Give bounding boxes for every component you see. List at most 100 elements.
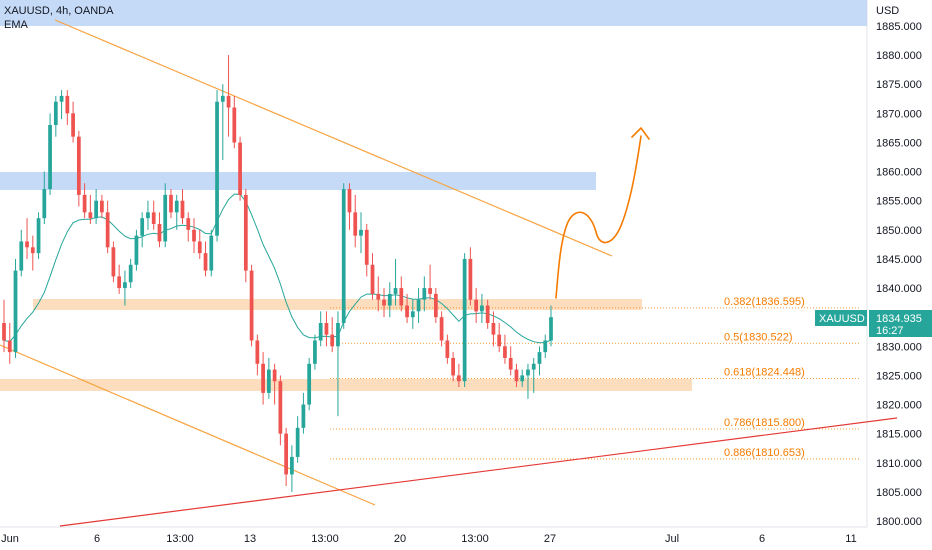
candle[interactable]: [330, 317, 335, 353]
support-zone-upper[interactable]: [33, 299, 642, 310]
candle[interactable]: [2, 299, 6, 353]
ascending-trendline-support[interactable]: [59, 417, 898, 527]
candle[interactable]: [255, 334, 260, 376]
candle[interactable]: [249, 264, 254, 347]
symbol-title[interactable]: XAUUSD, 4h, OANDA: [4, 5, 114, 17]
candle[interactable]: [468, 247, 473, 306]
candle[interactable]: [491, 311, 496, 347]
candle[interactable]: [128, 258, 133, 289]
candle[interactable]: [169, 189, 173, 219]
candle[interactable]: [140, 212, 145, 248]
candle[interactable]: [163, 183, 168, 248]
candle[interactable]: [13, 258, 18, 358]
candle[interactable]: [76, 130, 81, 207]
candle[interactable]: [347, 183, 352, 230]
candle[interactable]: [382, 288, 386, 318]
candle[interactable]: [25, 218, 29, 259]
candle[interactable]: [71, 101, 75, 143]
candle[interactable]: [151, 200, 156, 230]
candle[interactable]: [497, 323, 502, 353]
candle[interactable]: [82, 183, 87, 219]
candle[interactable]: [410, 299, 415, 329]
candle[interactable]: [232, 95, 237, 149]
candle[interactable]: [387, 282, 392, 318]
candle[interactable]: [261, 352, 265, 405]
candle[interactable]: [53, 95, 58, 137]
candle[interactable]: [272, 363, 277, 405]
candle[interactable]: [65, 90, 70, 125]
candle[interactable]: [117, 264, 122, 294]
candle[interactable]: [243, 189, 248, 283]
fibonacci-retracement[interactable]: 0.382(1836.595) 0.5(1830.522) 0.618(1824.4…: [330, 296, 860, 460]
candle[interactable]: [238, 136, 242, 201]
candle[interactable]: [445, 334, 450, 364]
candle[interactable]: [94, 189, 98, 224]
candle[interactable]: [42, 171, 47, 224]
projection-arrow-path[interactable]: [555, 135, 642, 299]
candle[interactable]: [520, 369, 525, 388]
candle[interactable]: [111, 241, 116, 283]
candle[interactable]: [549, 305, 553, 347]
candle[interactable]: [353, 194, 358, 248]
candle[interactable]: [393, 258, 398, 306]
candle[interactable]: [7, 323, 12, 364]
candle[interactable]: [197, 229, 202, 259]
candle[interactable]: [451, 352, 455, 382]
candle[interactable]: [514, 363, 519, 388]
candle[interactable]: [508, 346, 513, 376]
candle[interactable]: [428, 264, 432, 300]
resistance-zone-top[interactable]: [0, 0, 867, 26]
candle[interactable]: [318, 311, 323, 347]
candle[interactable]: [174, 194, 179, 230]
candle[interactable]: [290, 445, 294, 492]
candle[interactable]: [134, 229, 139, 271]
candle[interactable]: [526, 363, 530, 399]
candle[interactable]: [36, 212, 41, 259]
current-price-marker[interactable]: XAUUSD 1834.935 16:27: [815, 310, 932, 337]
candle[interactable]: [503, 334, 507, 364]
candle[interactable]: [295, 416, 300, 463]
indicator-label[interactable]: EMA: [4, 19, 28, 31]
resistance-zone-mid[interactable]: [0, 172, 596, 190]
candle[interactable]: [439, 311, 444, 347]
candle[interactable]: [30, 235, 35, 271]
candle[interactable]: [215, 90, 219, 242]
candle[interactable]: [48, 113, 52, 195]
candle[interactable]: [336, 311, 340, 417]
candle[interactable]: [186, 212, 191, 242]
candle[interactable]: [462, 253, 467, 388]
candle[interactable]: [416, 288, 421, 323]
candle[interactable]: [364, 224, 369, 277]
candle[interactable]: [485, 299, 490, 329]
candle[interactable]: [531, 357, 536, 393]
candle[interactable]: [100, 194, 104, 219]
descending-trendline-upper[interactable]: [54, 19, 613, 257]
candle[interactable]: [399, 276, 404, 312]
candle[interactable]: [457, 363, 461, 388]
candle[interactable]: [307, 357, 312, 411]
support-zone-lower[interactable]: [0, 379, 692, 391]
candle[interactable]: [266, 357, 271, 399]
candle[interactable]: [301, 392, 306, 434]
candle[interactable]: [376, 276, 381, 312]
price-axis-panel[interactable]: [867, 0, 932, 550]
candle[interactable]: [209, 229, 214, 277]
candle[interactable]: [59, 90, 64, 120]
descending-trendline-lower[interactable]: [0, 344, 376, 506]
candle[interactable]: [88, 194, 93, 224]
candle[interactable]: [105, 200, 110, 254]
candle[interactable]: [313, 334, 317, 370]
candle[interactable]: [220, 84, 225, 160]
candle[interactable]: [180, 189, 185, 224]
candle[interactable]: [123, 270, 127, 306]
candle[interactable]: [370, 253, 375, 300]
candle[interactable]: [474, 288, 479, 323]
candle[interactable]: [341, 183, 346, 329]
candlestick-series[interactable]: [2, 55, 553, 492]
candle[interactable]: [157, 212, 162, 248]
candle[interactable]: [203, 241, 208, 277]
candle[interactable]: [537, 346, 542, 376]
candle[interactable]: [192, 218, 196, 254]
candle[interactable]: [543, 334, 548, 358]
